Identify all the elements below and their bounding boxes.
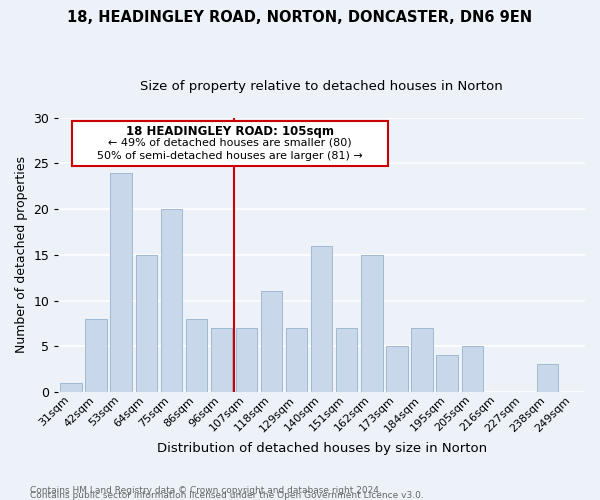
- Bar: [136, 255, 157, 392]
- Text: Contains HM Land Registry data © Crown copyright and database right 2024.: Contains HM Land Registry data © Crown c…: [30, 486, 382, 495]
- Bar: [61, 383, 82, 392]
- Bar: [537, 364, 558, 392]
- Bar: [286, 328, 307, 392]
- Y-axis label: Number of detached properties: Number of detached properties: [15, 156, 28, 354]
- Bar: [110, 172, 132, 392]
- Bar: [412, 328, 433, 392]
- Bar: [386, 346, 407, 392]
- Bar: [211, 328, 232, 392]
- Bar: [436, 356, 458, 392]
- Title: Size of property relative to detached houses in Norton: Size of property relative to detached ho…: [140, 80, 503, 93]
- Bar: [311, 246, 332, 392]
- Text: 18 HEADINGLEY ROAD: 105sqm: 18 HEADINGLEY ROAD: 105sqm: [125, 124, 334, 138]
- X-axis label: Distribution of detached houses by size in Norton: Distribution of detached houses by size …: [157, 442, 487, 455]
- Bar: [336, 328, 358, 392]
- Bar: [85, 319, 107, 392]
- Bar: [161, 209, 182, 392]
- Text: ← 49% of detached houses are smaller (80): ← 49% of detached houses are smaller (80…: [108, 138, 352, 147]
- Text: 18, HEADINGLEY ROAD, NORTON, DONCASTER, DN6 9EN: 18, HEADINGLEY ROAD, NORTON, DONCASTER, …: [67, 10, 533, 25]
- Bar: [361, 255, 383, 392]
- Bar: [261, 292, 282, 392]
- FancyBboxPatch shape: [71, 120, 388, 166]
- Text: Contains public sector information licensed under the Open Government Licence v3: Contains public sector information licen…: [30, 490, 424, 500]
- Bar: [236, 328, 257, 392]
- Text: 50% of semi-detached houses are larger (81) →: 50% of semi-detached houses are larger (…: [97, 150, 362, 160]
- Bar: [461, 346, 483, 392]
- Bar: [186, 319, 207, 392]
